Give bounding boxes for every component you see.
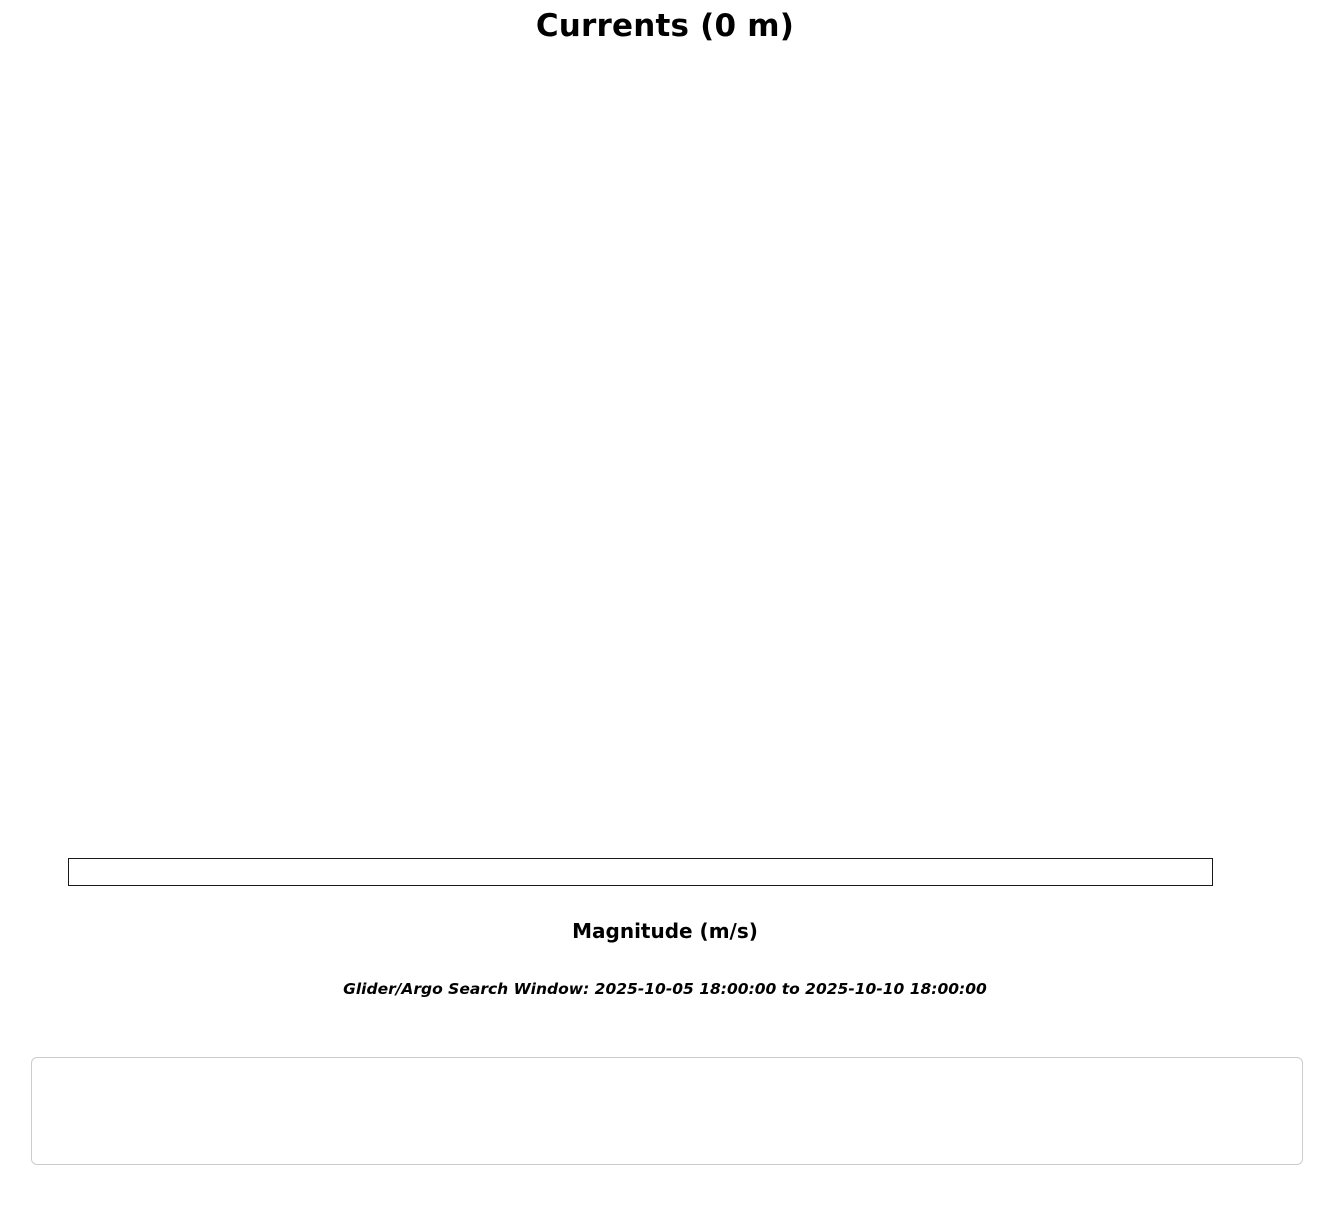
search-window-caption: Glider/Argo Search Window: 2025-10-05 18… [343,980,987,998]
colorbar-gradient [68,858,1213,886]
colorbar-title: Magnitude (m/s) [572,919,758,943]
colorbar [68,858,1263,886]
legend-box [31,1057,1303,1165]
figure-suptitle: Currents (0 m) [535,8,795,44]
